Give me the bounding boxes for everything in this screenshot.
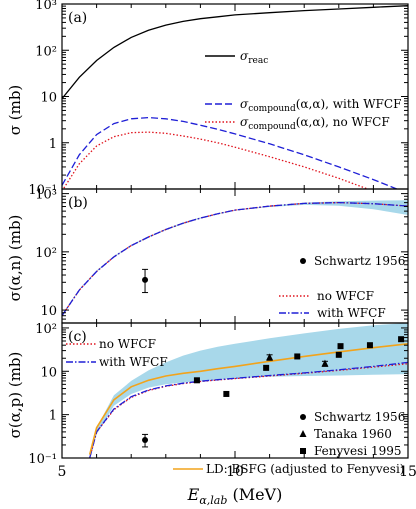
panel-c-frame: [61, 322, 409, 459]
panel-c-ytick-label: 1: [49, 409, 57, 424]
panel-b-series-line-1: [62, 201, 408, 317]
legend-c-marker-square: [300, 448, 306, 454]
legend-b-label-0: Schwartz 1956: [314, 254, 405, 268]
panel-c-data-point-square: [223, 390, 230, 397]
legend-b-label-2: with WFCF: [317, 306, 386, 320]
panel-a-label: (a): [68, 10, 87, 26]
panel-c-data-point-square: [337, 343, 344, 350]
panel-c-label: (c): [68, 329, 87, 345]
legend-c-label-1: with WFCF: [99, 355, 168, 369]
panel-b-ytick-label: 10²: [35, 246, 57, 261]
panel-c-ytick-label: 10⁻¹: [28, 452, 57, 467]
legend-c-label-0: no WFCF: [99, 337, 156, 351]
x-axis-title: Eα,lab (MeV): [187, 485, 283, 507]
panel-c-ylabel: σ(α,p) (mb): [6, 352, 24, 439]
legend-b-label-1: no WFCF: [317, 289, 374, 303]
panel-c-series-line-2: [88, 343, 408, 455]
panel-c-data-point-square: [398, 336, 405, 343]
panel-c-data-point-triangle: [321, 359, 329, 367]
legend-b-marker-circle: [300, 258, 306, 264]
panel-a-series-line-0: [62, 5, 408, 100]
legend-c-marker-triangle: [299, 430, 307, 437]
panel-a-ylabel: σ (mb): [6, 85, 24, 136]
xtick-label: 5: [58, 464, 67, 480]
panel-c-data-point-square: [335, 351, 342, 358]
panel-c-series-line-0: [89, 363, 408, 458]
panel-b-ytick-label: 10: [40, 304, 57, 319]
panel-a-ytick-label: 10²: [35, 44, 57, 59]
panel-c-data-point-square: [263, 364, 270, 371]
panel-b-label: (b): [68, 195, 88, 211]
panel-a-series-line-1: [62, 116, 399, 189]
legend-a-label-2: σcompound(α,α), no WFCF: [240, 115, 390, 132]
panel-c-series-line-1: [89, 361, 408, 458]
xtick-label: 15: [399, 464, 416, 480]
panel-c-ytick-label: 10²: [35, 322, 57, 337]
panel-b-ylabel: σ(α,n) (mb): [6, 215, 24, 302]
panel-b-data-point-circle: [142, 276, 149, 283]
panel-c-data-point-triangle: [266, 353, 274, 361]
panel-c-ytick-label: 10: [40, 365, 57, 380]
panel-c-data-point-square: [294, 353, 301, 360]
panel-a-ytick-label: 10: [40, 91, 57, 106]
panel-a-ytick-label: 10⁻¹: [28, 183, 57, 198]
panel-c-data-point-circle: [142, 437, 149, 444]
legend-c-label-2: Schwartz 1956: [314, 410, 405, 424]
panel-a-series-line-2: [62, 131, 370, 189]
legend-c-marker-circle: [300, 414, 306, 420]
panel-a-ytick-label: 1: [49, 137, 57, 152]
panel-b-ytick-label: 10³: [35, 188, 57, 203]
legend-c-label-4: Fenyvesi 1995: [314, 444, 402, 458]
panel-c-data-point-square: [366, 342, 373, 349]
xtick-label: 10: [226, 464, 244, 480]
panel-c-data-point-square: [193, 377, 200, 384]
legend-a-label-0: σreac: [240, 49, 268, 66]
legend-c-label-3: Tanaka 1960: [314, 427, 392, 441]
legend-a-label-1: σcompound(α,α), with WFCF: [240, 97, 401, 114]
panel-a-ytick-label: 10³: [35, 0, 57, 13]
panel-c-uncertainty-band: [89, 323, 408, 458]
legend-c-label-5: LD: BSFG (adjusted to Fenyvesi): [206, 462, 404, 476]
